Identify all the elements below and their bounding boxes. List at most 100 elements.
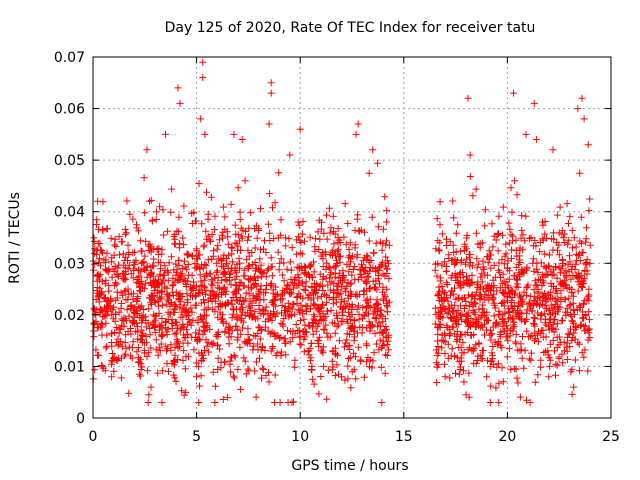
data-point	[112, 310, 120, 318]
data-point	[251, 274, 259, 282]
data-point	[499, 288, 507, 296]
data-point	[446, 304, 454, 312]
y-tick-label: 0.05	[54, 153, 85, 169]
data-point	[328, 249, 336, 257]
data-point	[510, 318, 518, 326]
data-point	[483, 373, 491, 381]
data-point	[257, 261, 265, 269]
data-point	[265, 120, 273, 128]
data-point	[284, 299, 292, 307]
data-point	[552, 325, 560, 333]
data-point	[283, 265, 291, 273]
data-point	[219, 301, 227, 309]
data-point	[222, 319, 230, 327]
data-point	[482, 283, 490, 291]
data-point	[152, 216, 160, 223]
data-point	[586, 260, 594, 268]
data-point	[323, 211, 331, 219]
data-point	[577, 213, 585, 221]
data-point	[139, 259, 147, 266]
data-point	[537, 312, 545, 319]
data-point	[133, 310, 141, 317]
data-point	[344, 375, 352, 383]
data-point	[555, 305, 562, 313]
data-point	[109, 315, 117, 323]
data-point	[216, 236, 224, 244]
data-point	[383, 341, 391, 349]
data-point	[323, 395, 331, 403]
data-point	[187, 304, 195, 312]
data-point	[531, 315, 539, 323]
data-point	[432, 260, 440, 268]
data-point	[503, 297, 511, 305]
data-point	[284, 282, 292, 290]
data-point	[296, 236, 304, 244]
data-point	[99, 198, 107, 206]
data-point	[245, 224, 253, 232]
data-point	[163, 328, 171, 336]
data-point	[557, 294, 565, 302]
data-point	[340, 233, 348, 241]
data-point	[356, 357, 364, 365]
data-point	[453, 337, 461, 345]
data-point	[365, 318, 373, 326]
data-point	[447, 314, 454, 321]
data-point	[310, 380, 318, 388]
data-point	[260, 268, 268, 276]
data-point	[213, 259, 221, 267]
data-point	[461, 294, 469, 302]
data-point	[90, 249, 98, 257]
data-point	[231, 266, 239, 274]
data-point	[573, 257, 581, 265]
data-point	[575, 269, 583, 277]
data-point	[457, 363, 464, 371]
data-point	[462, 298, 470, 305]
data-point	[184, 320, 192, 328]
data-point	[174, 337, 181, 345]
data-point	[504, 264, 512, 272]
data-point	[462, 260, 469, 268]
data-point	[197, 277, 205, 285]
data-point	[149, 262, 157, 270]
data-point	[568, 337, 576, 345]
data-point	[384, 346, 392, 354]
data-point	[228, 327, 236, 335]
data-point	[311, 313, 319, 321]
data-point	[269, 204, 276, 212]
data-point	[585, 316, 593, 324]
data-point	[237, 300, 245, 308]
data-point	[346, 331, 354, 338]
data-point	[91, 319, 99, 327]
data-point	[271, 371, 279, 379]
data-point	[568, 390, 576, 398]
data-point	[291, 363, 299, 371]
data-point	[445, 251, 453, 259]
data-point	[531, 322, 539, 330]
data-point	[209, 368, 217, 376]
data-point	[214, 313, 222, 321]
data-point	[231, 275, 239, 283]
data-point	[531, 277, 539, 285]
data-point	[347, 279, 355, 287]
data-point	[383, 237, 390, 245]
data-point	[346, 354, 354, 362]
data-point	[198, 315, 206, 323]
data-point	[168, 185, 176, 193]
data-point	[280, 259, 288, 267]
data-point	[111, 282, 119, 290]
data-point	[347, 384, 355, 392]
data-point	[172, 288, 180, 296]
data-point	[177, 298, 185, 306]
data-point	[252, 280, 259, 288]
data-point	[488, 220, 496, 228]
data-point	[170, 361, 178, 369]
data-point	[359, 264, 366, 272]
data-point	[475, 305, 483, 313]
data-point	[443, 279, 451, 287]
data-point	[207, 193, 215, 201]
data-point	[136, 370, 143, 378]
data-point	[249, 261, 257, 268]
data-point	[436, 277, 444, 285]
data-point	[172, 301, 180, 309]
data-point	[167, 208, 175, 216]
